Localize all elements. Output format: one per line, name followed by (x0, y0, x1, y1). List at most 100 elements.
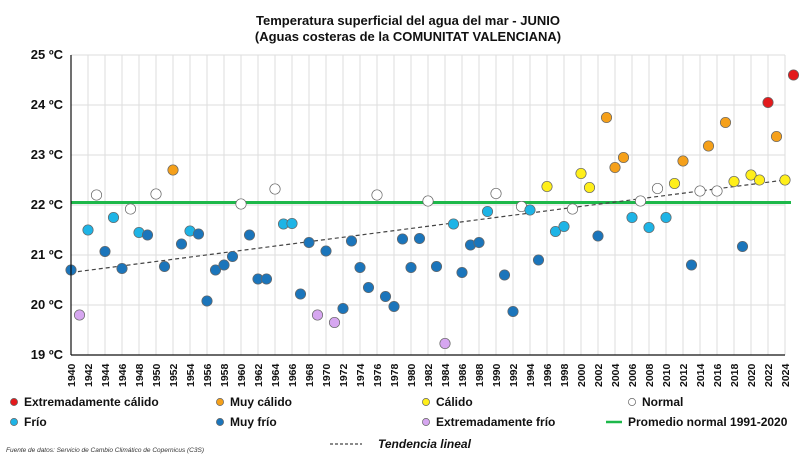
data-point-1992 (507, 305, 519, 318)
x-tick-label: 2018 (729, 363, 741, 387)
data-point-1941 (73, 309, 86, 321)
data-point-2001 (583, 181, 596, 194)
data-point-1991 (498, 269, 511, 281)
legend-marker-ext_frio (422, 418, 430, 426)
y-tick-label: 20 ºC (31, 297, 64, 312)
x-tick-label: 1968 (304, 363, 316, 387)
data-point-1964 (269, 183, 281, 195)
data-point-2007 (634, 195, 647, 207)
x-tick-label: 1942 (83, 363, 95, 387)
data-point-1949 (141, 229, 154, 241)
x-tick-label: 1988 (474, 363, 486, 387)
data-point-1945 (107, 211, 120, 224)
data-point-1974 (354, 261, 366, 274)
data-point-1966 (286, 217, 298, 230)
data-point-2017 (719, 116, 732, 129)
x-tick-label: 1970 (321, 363, 333, 387)
grid (70, 54, 786, 356)
data-point-1967 (294, 288, 307, 300)
data-point-1996 (541, 180, 553, 193)
x-tick-label: 1952 (168, 363, 180, 387)
data-point-1956 (201, 295, 213, 307)
legend-marker-frio (10, 418, 18, 426)
data-point-1981 (413, 232, 426, 245)
x-tick-label: 1982 (423, 363, 435, 387)
data-point-1946 (116, 262, 128, 275)
data-point-1942 (82, 224, 94, 236)
x-tick-label: 1948 (134, 363, 146, 387)
data-point-1985 (447, 218, 460, 230)
data-point-2009 (651, 182, 664, 195)
x-tick-label: 1978 (389, 363, 401, 387)
data-point-2011 (668, 177, 681, 190)
legend-label-ext_calido: Extremadamente cálido (24, 395, 159, 409)
trend-line (70, 179, 786, 274)
data-point-1999 (566, 203, 579, 215)
chart-title: Temperatura superficial del agua del mar… (256, 13, 560, 28)
x-tick-label: 1998 (559, 363, 571, 387)
data-point-1950 (150, 188, 162, 200)
x-tick-label: 2002 (593, 363, 605, 387)
data-point-1963 (260, 273, 273, 285)
data-point-1989 (481, 205, 494, 218)
data-point-1951 (158, 260, 171, 273)
data-point-1978 (388, 300, 400, 313)
data-point-1975 (362, 281, 375, 294)
x-tick-label: 2024 (780, 363, 792, 387)
data-point-1984 (439, 337, 451, 350)
data-point-2024 (779, 174, 791, 186)
x-tick-label: 1960 (236, 363, 248, 387)
data-point-1968 (303, 236, 315, 249)
legend-label-ext_frio: Extremadamente frío (436, 415, 555, 429)
data-point-1998 (558, 220, 570, 233)
data-point-1952 (167, 164, 179, 176)
data-point-1997 (549, 225, 562, 238)
x-tick-label: 2004 (610, 363, 622, 387)
data-point-2000 (575, 167, 587, 180)
x-tick-label: 2012 (678, 363, 690, 387)
data-point-1971 (328, 316, 341, 329)
x-tick-label: 1940 (66, 363, 78, 387)
data-point-2003 (600, 111, 613, 124)
legend-label-trend: Tendencia lineal (378, 437, 472, 451)
x-tick-label: 1956 (202, 363, 214, 387)
data-point-2025 (787, 69, 800, 81)
data-point-1943 (90, 189, 103, 201)
legend-marker-calido (422, 398, 430, 406)
x-tick-label: 2000 (576, 363, 588, 387)
x-tick-label: 2014 (695, 363, 707, 387)
x-tick-label: 1962 (253, 363, 265, 387)
y-tick-label: 23 ºC (31, 147, 64, 162)
data-point-2002 (592, 230, 604, 242)
data-point-1990 (490, 187, 502, 200)
x-tick-label: 1994 (525, 363, 537, 387)
legend-label-normal: Normal (642, 395, 683, 409)
legend-marker-muy_calido (216, 398, 224, 406)
x-tick-label: 2022 (763, 363, 775, 387)
data-point-2018 (728, 175, 740, 188)
x-tick-label: 2006 (627, 363, 639, 387)
y-tick-label: 21 ºC (31, 247, 64, 262)
data-point-1982 (422, 195, 434, 207)
legend-marker-ext_calido (10, 398, 18, 406)
x-tick-label: 1958 (219, 363, 231, 387)
data-point-1983 (430, 260, 443, 273)
data-point-2022 (762, 96, 774, 109)
x-tick-label: 1986 (457, 363, 469, 387)
x-tick-label: 2020 (746, 363, 758, 387)
y-tick-label: 24 ºC (31, 97, 64, 112)
x-tick-label: 1972 (338, 363, 350, 387)
trend-line-group (70, 179, 786, 274)
data-point-2008 (643, 221, 655, 234)
data-point-2013 (685, 259, 698, 271)
data-point-1961 (243, 229, 256, 241)
data-point-1944 (99, 245, 111, 258)
x-tick-label: 1996 (542, 363, 554, 387)
data-point-1969 (311, 309, 324, 321)
data-point-1973 (345, 235, 358, 247)
x-tick-label: 1980 (406, 363, 418, 387)
data-point-2004 (609, 161, 621, 174)
x-tick-label: 1976 (372, 363, 384, 387)
legend-marker-normal (628, 398, 636, 406)
x-tick-label: 1944 (100, 363, 112, 387)
